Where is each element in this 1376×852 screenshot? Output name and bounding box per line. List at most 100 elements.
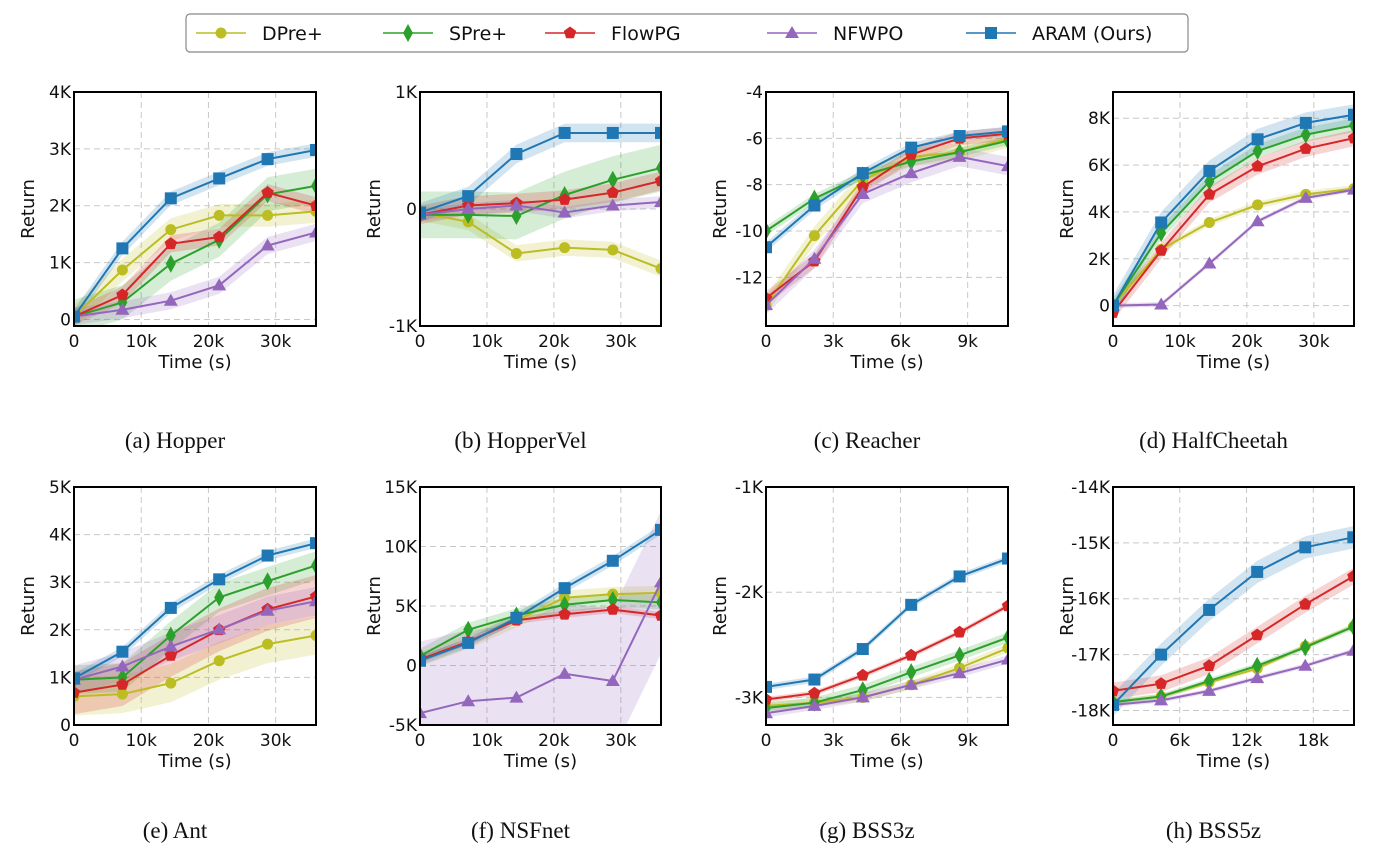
data-point [163, 293, 178, 306]
data-point [1298, 190, 1313, 203]
subplot: 0 10k 20k 30k 0 1K 2K 3K 4K Time (s) Return (a) Hop… [18, 83, 317, 453]
x-axis-label: Time (s) [1196, 751, 1270, 772]
data-point [164, 237, 177, 250]
data-point [1002, 125, 1008, 138]
data-point [1113, 299, 1119, 312]
data-point [558, 126, 571, 139]
data-point [213, 172, 226, 185]
data-point [262, 209, 274, 221]
axes-frame [419, 486, 662, 726]
data-point [857, 681, 868, 700]
series-line [74, 184, 316, 318]
data-point [1001, 599, 1008, 612]
y-tick-label: -14K [1071, 478, 1111, 498]
data-point [1203, 187, 1216, 200]
legend-label: DPre+ [262, 23, 323, 45]
y-tick-label: 2K [49, 621, 72, 641]
axes-frame [765, 486, 1009, 726]
x-tick-label: 20k [1231, 332, 1263, 352]
panels: 0 10k 20k 30k 0 1K 2K 3K 4K Time (s) Return (a) Hop… [18, 83, 1355, 843]
data-point [165, 677, 177, 689]
y-tick-label: 10K [384, 538, 418, 558]
series-line [420, 179, 661, 216]
data-point [856, 167, 869, 180]
y-tick-label: 1K [49, 668, 72, 688]
data-point [655, 126, 661, 139]
y-axis-label: Return [364, 576, 385, 636]
data-point [461, 694, 476, 707]
data-point [262, 638, 274, 650]
series-line [1113, 124, 1354, 307]
x-tick-label: 0 [761, 332, 772, 352]
x-tick-label: 0 [415, 332, 426, 352]
series-line [1113, 649, 1354, 706]
series-line [766, 658, 1008, 715]
plot-area [74, 537, 316, 716]
legend-item: ARAM (Ours) [966, 23, 1152, 45]
data-point [655, 263, 661, 275]
data-point [906, 663, 917, 682]
data-point [558, 193, 571, 205]
x-axis-label: Time (s) [157, 352, 231, 373]
data-point [311, 556, 316, 575]
data-point [310, 630, 316, 642]
data-point [1251, 133, 1264, 146]
data-point [212, 278, 227, 291]
x-tick-label: 10k [1164, 332, 1196, 352]
y-tick-label: 0 [60, 716, 71, 736]
data-point [605, 673, 620, 686]
data-point [766, 706, 773, 719]
data-point [953, 570, 966, 583]
data-point [213, 573, 226, 586]
subplot: 0 10k 20k 30k 0 2K 4K 6K 8K Time (s) Return (d) Hal… [1057, 91, 1355, 453]
y-tick-label: -2K [735, 583, 764, 603]
data-point [213, 209, 225, 221]
data-point [165, 626, 176, 645]
x-tick-label: 0 [415, 731, 426, 751]
data-point [905, 648, 918, 661]
data-point [558, 582, 571, 595]
data-point [261, 153, 274, 166]
y-axis-label: Return [710, 576, 731, 636]
series-band [766, 129, 1008, 315]
data-point [311, 176, 316, 195]
series-line [74, 210, 316, 318]
data-point [1203, 603, 1216, 616]
legend-label: FlowPG [611, 23, 681, 45]
data-point [655, 523, 661, 536]
series-line [74, 595, 316, 694]
x-tick-label: 20k [193, 731, 225, 751]
data-point [309, 225, 316, 238]
series-line [74, 600, 316, 681]
data-point [559, 595, 570, 614]
data-point [163, 639, 178, 652]
series-line [1113, 575, 1354, 692]
data-point [606, 126, 619, 139]
data-point [1300, 638, 1311, 657]
series-line [766, 155, 1008, 306]
data-point [1202, 683, 1217, 696]
data-point [953, 130, 966, 143]
series-band [74, 184, 316, 326]
data-point [74, 672, 80, 685]
y-tick-label: -6 [746, 129, 763, 149]
data-point [654, 174, 661, 187]
x-axis-label: Time (s) [849, 751, 923, 772]
subplot-caption: (f) NSFnet [471, 818, 571, 843]
y-tick-label: 1K [49, 254, 72, 274]
series-band [74, 551, 316, 695]
data-point [164, 192, 177, 205]
series-line [766, 605, 1008, 701]
data-point [116, 242, 129, 255]
series-band [1113, 104, 1354, 317]
data-point [557, 205, 572, 218]
legend-item: DPre+ [196, 23, 323, 45]
legend-marker [785, 26, 799, 38]
y-tick-label: -1K [389, 317, 418, 337]
legend-marker [563, 26, 577, 39]
y-tick-label: 5K [49, 478, 72, 498]
x-tick-label: 3k [823, 731, 844, 751]
data-point [808, 673, 821, 686]
